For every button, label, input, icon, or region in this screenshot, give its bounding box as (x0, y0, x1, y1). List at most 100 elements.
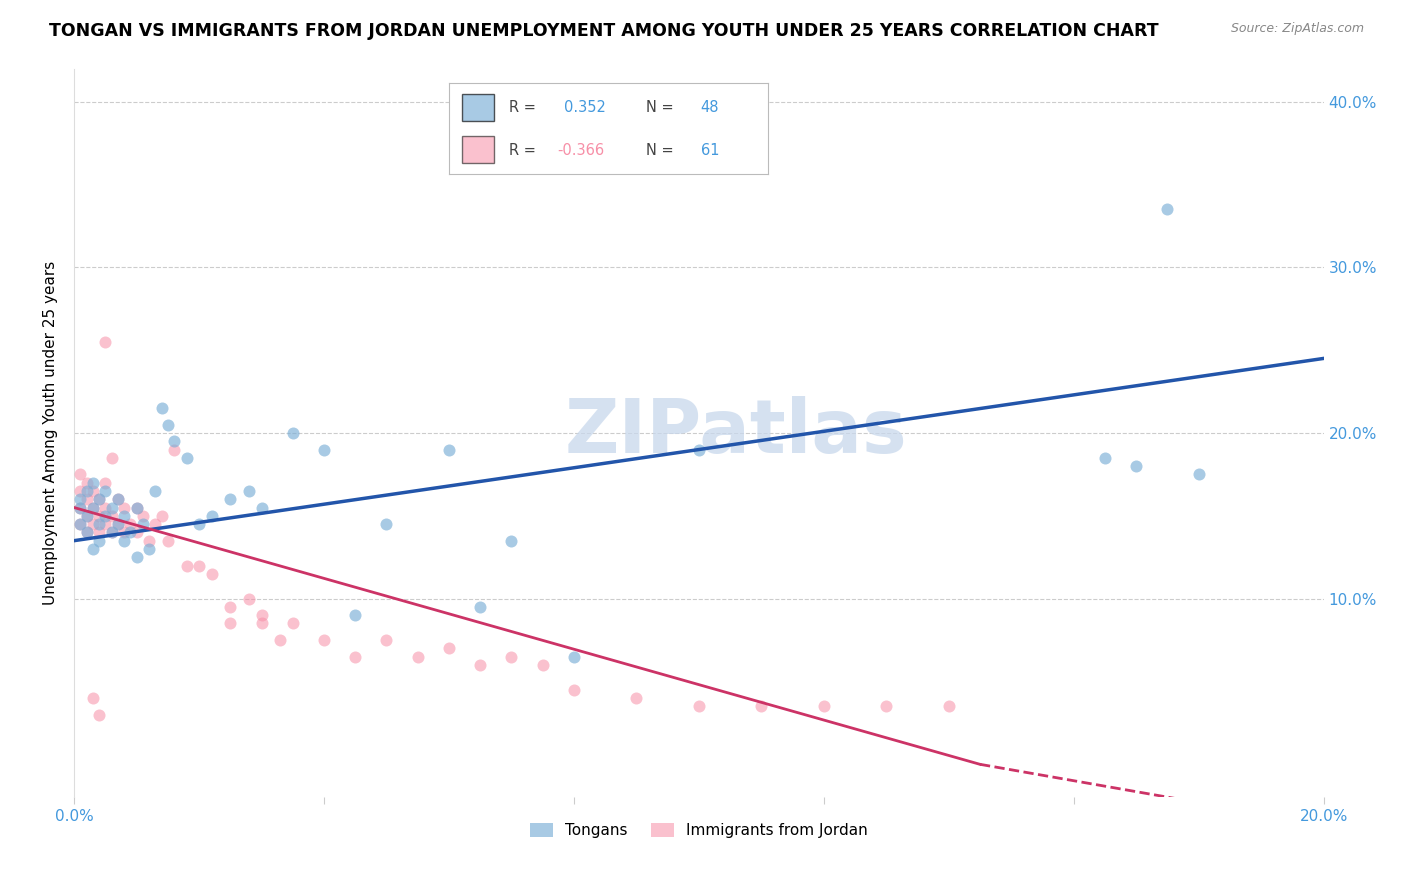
Point (1094, 450, 1116, 465)
Point (562, 682, 585, 697)
Point (112, 508, 135, 523)
Point (143, 517, 166, 532)
Point (94, 475, 117, 490)
Point (87, 525, 110, 540)
Point (125, 500, 148, 515)
Point (219, 492, 242, 507)
Point (107, 492, 129, 507)
Point (176, 558, 198, 573)
Point (76, 483, 98, 498)
Point (107, 517, 129, 532)
Point (87, 492, 110, 507)
Point (94, 500, 117, 515)
Point (626, 691, 648, 706)
Point (94, 483, 117, 498)
Point (132, 517, 155, 532)
Point (163, 434, 186, 449)
Point (163, 442, 186, 457)
Point (82, 475, 104, 490)
Point (82, 483, 104, 498)
Point (375, 517, 398, 532)
Text: TONGAN VS IMMIGRANTS FROM JORDAN UNEMPLOYMENT AMONG YOUTH UNDER 25 YEARS CORRELA: TONGAN VS IMMIGRANTS FROM JORDAN UNEMPLO… (49, 22, 1159, 40)
Point (344, 649, 367, 664)
Point (501, 533, 523, 548)
Point (107, 492, 129, 507)
Point (1156, 202, 1178, 217)
Point (69, 483, 91, 498)
Point (120, 525, 142, 540)
Point (250, 500, 273, 515)
Point (100, 525, 122, 540)
Point (238, 591, 260, 606)
Point (82, 500, 104, 515)
Point (688, 699, 710, 714)
Point (87, 492, 110, 507)
Point (87, 533, 110, 548)
Point (312, 442, 335, 457)
Point (112, 533, 135, 548)
Point (312, 633, 335, 648)
Point (82, 517, 104, 532)
Legend: Tongans, Immigrants from Jordan: Tongans, Immigrants from Jordan (524, 817, 873, 845)
Point (470, 599, 492, 614)
Point (150, 401, 173, 416)
Point (94, 517, 117, 532)
Point (82, 500, 104, 515)
Point (112, 525, 135, 540)
Point (501, 649, 523, 664)
Point (200, 508, 222, 523)
Point (100, 450, 122, 465)
Point (143, 483, 166, 498)
Point (69, 500, 91, 515)
Point (1125, 459, 1147, 474)
Point (188, 517, 211, 532)
Point (749, 699, 772, 714)
Point (76, 492, 98, 507)
Point (176, 450, 198, 465)
Point (94, 508, 117, 523)
Point (156, 533, 179, 548)
Point (688, 442, 710, 457)
Point (132, 508, 155, 523)
Point (120, 517, 142, 532)
Point (813, 699, 835, 714)
Point (100, 525, 122, 540)
Point (87, 508, 110, 523)
Point (238, 483, 260, 498)
Point (76, 525, 98, 540)
Point (69, 517, 91, 532)
Point (138, 533, 160, 548)
Point (94, 334, 117, 349)
Point (100, 500, 122, 515)
Y-axis label: Unemployment Among Youth under 25 years: Unemployment Among Youth under 25 years (44, 260, 58, 605)
Point (125, 550, 148, 565)
Point (375, 633, 398, 648)
Point (1188, 467, 1211, 482)
Point (82, 691, 104, 706)
Point (470, 657, 492, 672)
Point (150, 508, 173, 523)
Point (76, 508, 98, 523)
Point (406, 649, 429, 664)
Point (269, 633, 291, 648)
Point (200, 566, 222, 581)
Point (281, 616, 304, 631)
Point (219, 599, 242, 614)
Point (69, 500, 91, 515)
Point (156, 417, 179, 432)
Point (437, 442, 460, 457)
Point (69, 467, 91, 482)
Point (69, 492, 91, 507)
Point (281, 425, 304, 440)
Point (107, 517, 129, 532)
Point (138, 541, 160, 556)
Point (188, 558, 211, 573)
Point (250, 616, 273, 631)
Point (112, 500, 135, 515)
Point (87, 517, 110, 532)
Point (938, 699, 960, 714)
Point (531, 657, 554, 672)
Point (82, 541, 104, 556)
Point (76, 475, 98, 490)
Point (437, 641, 460, 656)
